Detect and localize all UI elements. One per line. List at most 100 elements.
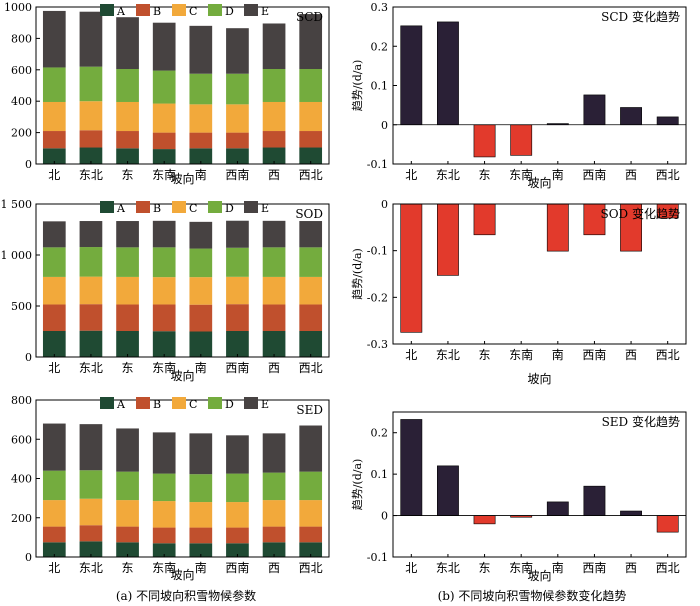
sod-stacked-legend-swatch <box>244 201 258 213</box>
scd-stacked-legend-swatch <box>208 4 222 16</box>
scd-stacked-bar-E-1 <box>79 11 103 67</box>
sed-trend-ytick-label: 0 <box>381 510 388 523</box>
scd-stacked-xtick-label: 东 <box>122 168 134 182</box>
sod-stacked-bar-B-5 <box>226 304 249 331</box>
sod-stacked-bar-C-7 <box>299 276 323 305</box>
sod-trend-ytick-label: -0.1 <box>367 245 388 258</box>
sed-stacked-bar-A-4 <box>189 543 213 557</box>
sod-trend-bar-2 <box>473 203 496 236</box>
scd-stacked-bar-C-4 <box>189 104 213 133</box>
sed-stacked-bar-D-4 <box>189 474 213 503</box>
sed-stacked-bar-B-6 <box>262 526 286 543</box>
sod-stacked-bar-A-3 <box>152 331 176 357</box>
sod-stacked-xtick-label: 东北 <box>79 361 103 375</box>
sod-stacked-bar-D-6 <box>262 247 286 277</box>
sod-trend-xtick-label: 北 <box>405 348 417 362</box>
scd-stacked-bar-C-7 <box>299 101 323 132</box>
sed-stacked-bar-B-3 <box>152 527 176 544</box>
scd-stacked-bar-E-0 <box>42 10 66 68</box>
sed-stacked-legend-swatch <box>172 397 186 409</box>
sod-stacked-ytick-label: 500 <box>11 300 32 313</box>
sed-trend-xtick-label: 西北 <box>656 561 680 575</box>
sed-stacked-xtick-label: 南 <box>195 560 207 575</box>
scd-stacked-legend-label: D <box>225 5 234 18</box>
sod-stacked-bar-E-2 <box>116 221 139 248</box>
sod-stacked-bar-D-4 <box>189 248 213 278</box>
sed-stacked-ytick-label: 200 <box>11 512 32 525</box>
sod-trend-xtick-label: 东南 <box>509 347 533 362</box>
sed-stacked-bar-A-6 <box>262 542 286 557</box>
sod-stacked-xtick-label: 南 <box>195 360 207 375</box>
sod-trend-frame <box>392 203 687 345</box>
sod-stacked-bar-D-0 <box>42 247 66 277</box>
sod-stacked-ytick-label: 1 500 <box>1 198 33 211</box>
sed-stacked-bar-E-4 <box>189 433 213 475</box>
scd-stacked-legend-label: E <box>261 5 269 18</box>
scd-stacked-ytick-label: 600 <box>11 64 32 77</box>
sod-stacked-xtick-label: 北 <box>48 361 60 375</box>
sed-stacked-bar-C-2 <box>116 500 139 527</box>
sod-stacked-bar-C-5 <box>226 276 249 305</box>
sod-stacked-bar-E-0 <box>42 221 66 248</box>
sod-stacked-bar-E-1 <box>79 221 103 248</box>
scd-stacked-bar-A-3 <box>152 149 176 164</box>
sed-trend-xtick-label: 西南 <box>582 560 606 575</box>
sod-stacked-bar-C-1 <box>79 276 103 305</box>
sod-stacked-bar-C-0 <box>42 276 66 305</box>
scd-trend-title: SCD 变化趋势 <box>601 9 680 24</box>
scd-stacked-xtick-label: 西南 <box>225 167 249 182</box>
sod-stacked-xtick-label: 东南 <box>152 360 176 375</box>
sod-stacked-bar-C-6 <box>262 276 286 305</box>
sed-stacked-legend-label: C <box>189 398 197 411</box>
sod-stacked-xlabel: 坡向 <box>170 368 194 383</box>
scd-trend-xtick-label: 西北 <box>656 168 680 182</box>
panels: 北东北东东南南西南西西北02004006008001000 A B C D E SCD坡向北… <box>1 1 687 583</box>
sed-stacked-bar-A-7 <box>299 542 323 557</box>
scd-trend-xtick-label: 西 <box>625 168 637 182</box>
scd-stacked-bar-C-2 <box>116 101 139 132</box>
sed-stacked-xtick-label: 西南 <box>225 560 249 575</box>
caption-left: (a) 不同坡向积雪物候参数 <box>116 588 256 603</box>
sed-trend-bar-5 <box>583 485 606 516</box>
sed-stacked-ytick-label: 600 <box>11 433 32 446</box>
sed-stacked-legend-label: D <box>225 398 234 411</box>
scd-stacked-bar-D-0 <box>42 67 66 102</box>
sod-stacked-legend-label: A <box>116 202 126 215</box>
scd-trend-ylabel: 趋势/(d/a) <box>351 60 364 112</box>
sod-trend-title: SOD 变化趋势 <box>601 206 681 221</box>
sed-stacked-bar-A-2 <box>116 542 139 557</box>
sed-stacked-bar-E-2 <box>116 428 139 472</box>
sed-stacked-legend-swatch <box>208 397 222 409</box>
scd-stacked-bar-A-5 <box>226 148 249 164</box>
scd-stacked-bar-D-5 <box>226 73 249 105</box>
sed-stacked-bar-B-5 <box>226 527 249 544</box>
scd-stacked-bar-D-2 <box>116 69 139 102</box>
scd-trend-xtick-label: 东北 <box>436 168 460 182</box>
sed-stacked-bar-E-6 <box>262 433 286 473</box>
sod-stacked-bar-A-2 <box>116 330 139 357</box>
sod-stacked-bar-B-6 <box>262 304 286 331</box>
sod-stacked-legend-swatch <box>172 201 186 213</box>
scd-stacked-xlabel: 坡向 <box>170 171 194 186</box>
sed-stacked-bar-A-0 <box>42 542 66 557</box>
sed-trend-ytick-label: 0.2 <box>371 427 389 440</box>
scd-stacked-bar-B-7 <box>299 131 323 148</box>
scd-stacked-ytick-label: 800 <box>11 32 32 45</box>
sod-stacked-bar-A-6 <box>262 330 286 357</box>
scd-stacked-bar-E-6 <box>262 23 286 70</box>
scd-stacked-bar-C-3 <box>152 103 176 133</box>
sed-stacked-bar-D-5 <box>226 473 249 503</box>
scd-stacked-legend-label: A <box>116 5 126 18</box>
sed-stacked-bar-E-7 <box>299 425 323 472</box>
sod-trend-xlabel: 坡向 <box>527 371 551 386</box>
sod-stacked-bar-E-6 <box>262 220 286 248</box>
scd-stacked-bar-D-6 <box>262 69 286 102</box>
sed-stacked-legend-label: E <box>261 398 269 411</box>
sed-trend-xlabel: 坡向 <box>527 568 551 583</box>
sod-stacked-bar-C-3 <box>152 277 176 305</box>
scd-stacked-legend-swatch <box>244 4 258 16</box>
sed-stacked-bar-B-2 <box>116 526 139 543</box>
sod-stacked-bar-E-5 <box>226 220 249 248</box>
